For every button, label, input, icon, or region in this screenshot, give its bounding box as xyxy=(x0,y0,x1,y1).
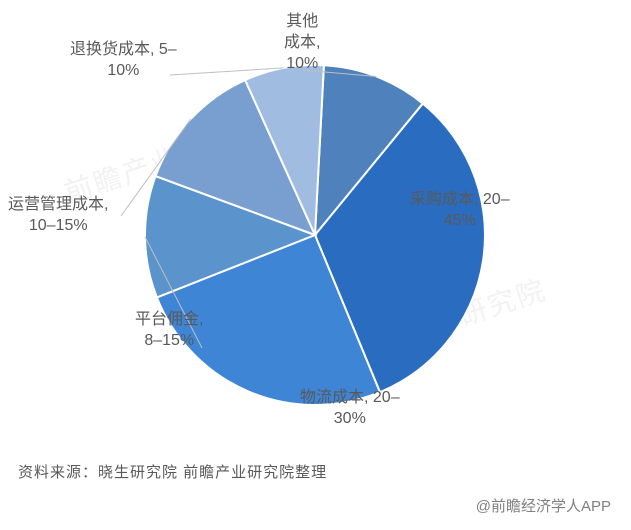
watermark-text: @前瞻经济学人APP xyxy=(476,495,611,516)
pie-chart-svg xyxy=(0,0,631,530)
source-text: 资料来源：晓生研究院 前瞻产业研究院整理 xyxy=(18,461,327,482)
pie-chart-container: 前瞻产业研究院 前瞻产业研究院 其他 成本, 10%采购成本, 20– 45%物… xyxy=(0,0,631,530)
